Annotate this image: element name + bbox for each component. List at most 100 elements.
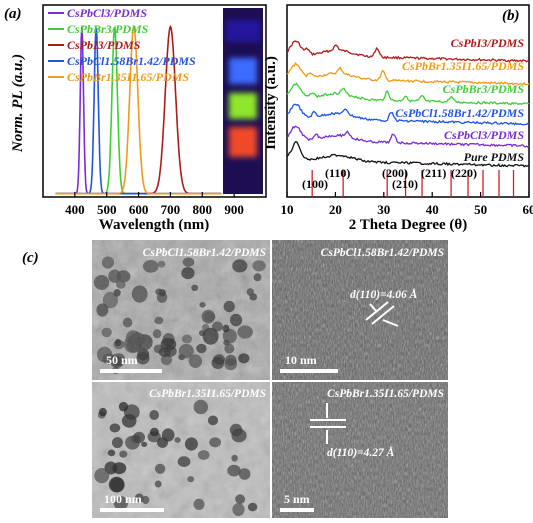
series-label: Pure PDMS bbox=[464, 150, 525, 164]
nanoparticle bbox=[229, 423, 243, 437]
xrd-curve-5 bbox=[286, 141, 530, 168]
nanoparticle bbox=[111, 437, 123, 449]
glow-square-blue bbox=[229, 58, 257, 84]
x-tick-label-b: 10 bbox=[281, 202, 294, 217]
micrograph-top-right: CsPbCl1.58Br1.42/PDMS d(110)=4.06 Å 10 n… bbox=[272, 240, 448, 380]
x-tick-label-a: 800 bbox=[193, 202, 213, 217]
scale-bar bbox=[100, 508, 164, 512]
plot-b-frame bbox=[286, 4, 530, 198]
scale-bar bbox=[280, 508, 314, 512]
nanoparticle bbox=[184, 437, 198, 451]
x-tick-label-b: 60 bbox=[523, 202, 533, 217]
legend-label: CsPbBr1.35I1.65/PDMS bbox=[67, 70, 189, 84]
nanoparticle bbox=[98, 407, 107, 417]
nanoparticle bbox=[193, 399, 208, 415]
series-label: CsPbI3/PDMS bbox=[451, 36, 525, 50]
micrograph-texture bbox=[272, 240, 448, 380]
micrograph-top-left: CsPbCl1.58Br1.42/PDMS 50 nm bbox=[92, 240, 270, 380]
x-tick-label-a: 400 bbox=[65, 202, 85, 217]
legend-label: CsPbCl3/PDMS bbox=[67, 6, 147, 20]
hkl-labels: (100)(110) (200)(210)(211) (220) bbox=[302, 166, 477, 191]
nanoparticle bbox=[174, 437, 181, 443]
d-spacing-label: d(110)=4.27 Å bbox=[327, 446, 395, 459]
micrograph-title: CsPbBr1.35I1.65/PDMS bbox=[327, 388, 444, 400]
arrow-lower bbox=[382, 319, 399, 327]
nanoparticle bbox=[141, 441, 148, 447]
nanoparticle bbox=[247, 502, 258, 512]
nanoparticle bbox=[121, 414, 137, 428]
nanoparticle bbox=[227, 464, 241, 477]
x-tick-label-a: 500 bbox=[97, 202, 117, 217]
nanoparticle bbox=[232, 502, 245, 517]
hkl-label: (110) bbox=[325, 166, 350, 180]
xrd-curve-2 bbox=[286, 82, 530, 106]
y-axis-title-a: Norm. PL (a.u.) bbox=[10, 54, 26, 153]
nanoparticle bbox=[197, 450, 210, 460]
nanoparticle bbox=[134, 493, 144, 503]
legend-label: CsPbI3/PDMS bbox=[67, 38, 141, 52]
x-axis-title-a: Wavelength (nm) bbox=[99, 217, 209, 233]
pl-curve-4 bbox=[55, 26, 222, 195]
fringe-line-2 bbox=[371, 305, 395, 325]
scale-label: 50 nm bbox=[106, 353, 138, 367]
micrograph-title: CsPbCl1.58Br1.42/PDMS bbox=[143, 247, 266, 259]
nanoparticle bbox=[108, 476, 124, 493]
nanoparticle bbox=[177, 456, 191, 467]
x-tick-label-b: 40 bbox=[426, 202, 439, 217]
nanoparticle bbox=[118, 401, 129, 412]
series-label: CsPbBr1.35I1.65/PDMS bbox=[402, 59, 524, 73]
scale-label: 10 nm bbox=[285, 353, 317, 367]
glow-square-red bbox=[229, 127, 257, 157]
x-axis-ticks-a: 400 500 600 700 800 900 bbox=[65, 192, 244, 217]
x-tick-label-b: 20 bbox=[329, 202, 342, 217]
hkl-label: (211) bbox=[421, 166, 446, 180]
nanoparticle bbox=[141, 495, 150, 505]
panel-label-b: (b) bbox=[502, 8, 520, 24]
nanoparticle bbox=[154, 463, 166, 474]
nanoparticle bbox=[154, 480, 162, 488]
legend-label: CsPbCl1.58Br1.42/PDMS bbox=[67, 54, 196, 68]
series-labels-b: CsPbI3/PDMS CsPbBr1.35I1.65/PDMS CsPbBr3/P… bbox=[395, 36, 524, 164]
hkl-label: (220) bbox=[451, 166, 477, 180]
nanoparticle bbox=[238, 468, 251, 480]
nanoparticle bbox=[207, 415, 219, 426]
panel-b: (b) CsPbI3/PDMS CsPbBr1.35I1.65/PDMS CsPbB… bbox=[263, 4, 533, 233]
xrd-curve-1 bbox=[286, 61, 530, 86]
panel-label-c: (c) bbox=[22, 250, 39, 266]
x-tick-label-b: 50 bbox=[474, 202, 487, 217]
micrograph-title: CsPbBr1.35I1.65/PDMS bbox=[149, 388, 266, 400]
glow-square-violet bbox=[226, 20, 260, 42]
x-tick-label-b: 30 bbox=[377, 202, 390, 217]
panel-a: (a) CsPbCl3/PDMSCsPbBr3/PDMSCsPbI3/PDMSC… bbox=[4, 4, 267, 233]
glow-square-green bbox=[229, 93, 257, 119]
x-axis-title-b: 2 Theta Degree (θ) bbox=[349, 217, 468, 233]
nanoparticle bbox=[119, 450, 128, 458]
nanoparticle bbox=[107, 449, 116, 457]
scale-bar bbox=[100, 369, 162, 373]
nanoparticle bbox=[149, 410, 159, 420]
nanoparticle bbox=[94, 468, 110, 484]
series-label: CsPbBr3/PDMS bbox=[443, 82, 525, 96]
nanoparticle bbox=[161, 428, 175, 442]
micrograph-bottom-left: CsPbBr1.35I1.65/PDMS 100 nm bbox=[92, 382, 270, 518]
fringe-line-1 bbox=[365, 301, 389, 321]
nanoparticle bbox=[133, 431, 146, 444]
nanoparticle bbox=[113, 496, 128, 511]
x-tick-label-a: 900 bbox=[224, 202, 244, 217]
x-tick-label-a: 700 bbox=[161, 202, 181, 217]
x-axis-ticks-b: 10 20 30 40 50 60 bbox=[281, 192, 533, 217]
panel-label-a: (a) bbox=[4, 6, 22, 22]
nanoparticle bbox=[149, 427, 159, 437]
nanoparticle bbox=[187, 476, 195, 483]
nanoparticle bbox=[209, 437, 222, 448]
plot-a-frame bbox=[42, 4, 267, 198]
y-axis-title-b: Intensity (a.u.) bbox=[263, 56, 279, 150]
panel-c: (c) CsPbCl1.58Br1.42/PDMS 50 nm CsPbCl1.… bbox=[22, 240, 448, 518]
nanoparticles bbox=[94, 399, 258, 517]
legend-a: CsPbCl3/PDMS CsPbBr3/PDMS CsPbI3/PDMS CsPbC… bbox=[48, 6, 196, 84]
xrd-curve-3 bbox=[286, 103, 530, 126]
series-label: CsPbCl1.58Br1.42/PDMS bbox=[395, 106, 524, 120]
nanoparticle bbox=[193, 498, 205, 510]
